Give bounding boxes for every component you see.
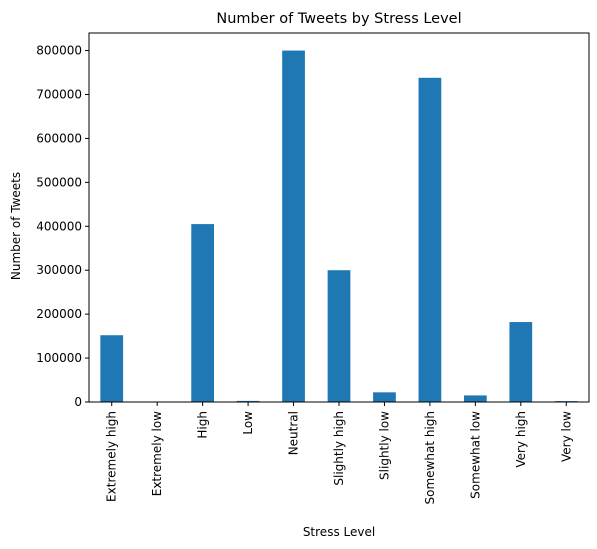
x-axis-ticks: Extremely high Extremely low High Low Neutra… [105, 402, 573, 505]
bar-very-high [509, 322, 533, 402]
bar-neutral [282, 50, 305, 402]
y-axis-label: Number of Tweets [9, 172, 23, 280]
x-tick-label: Neutral [287, 411, 301, 455]
x-tick-label: Very low [559, 411, 573, 462]
bar-somewhat-high [418, 77, 442, 403]
y-tick-label: 400000 [36, 219, 82, 233]
y-tick-label: 600000 [36, 131, 82, 145]
x-tick-label: Somewhat high [423, 411, 437, 505]
x-tick-label: Low [241, 411, 255, 435]
x-axis-label: Stress Level [303, 525, 375, 539]
y-tick-label: 200000 [36, 307, 82, 321]
y-tick-label: 800000 [36, 44, 82, 58]
bars-group [100, 50, 578, 403]
bar-slightly-high [327, 270, 351, 402]
x-tick-label: Slightly high [332, 411, 346, 486]
y-tick-label: 500000 [36, 175, 82, 189]
x-tick-label: Extremely high [105, 411, 119, 502]
x-tick-label: Very high [514, 411, 528, 468]
bar-slightly-low [373, 392, 396, 402]
y-axis-ticks: 0 100000 200000 300000 400000 500000 600000 700… [36, 44, 89, 409]
plot-frame [88, 32, 590, 403]
x-tick-label: High [196, 411, 210, 439]
y-tick-label: 700000 [36, 88, 82, 102]
x-tick-label: Slightly low [377, 411, 391, 480]
bar-low [236, 400, 260, 402]
y-tick-label: 100000 [36, 351, 82, 365]
y-tick-label: 0 [74, 395, 82, 409]
x-tick-label: Extremely low [150, 411, 164, 496]
x-tick-label: Somewhat low [468, 411, 482, 499]
bar-somewhat-low [464, 395, 487, 402]
bar-extremely-high [100, 335, 124, 402]
chart-title: Number of Tweets by Stress Level [216, 11, 461, 27]
bar-high [191, 224, 214, 402]
y-tick-label: 300000 [36, 263, 82, 277]
